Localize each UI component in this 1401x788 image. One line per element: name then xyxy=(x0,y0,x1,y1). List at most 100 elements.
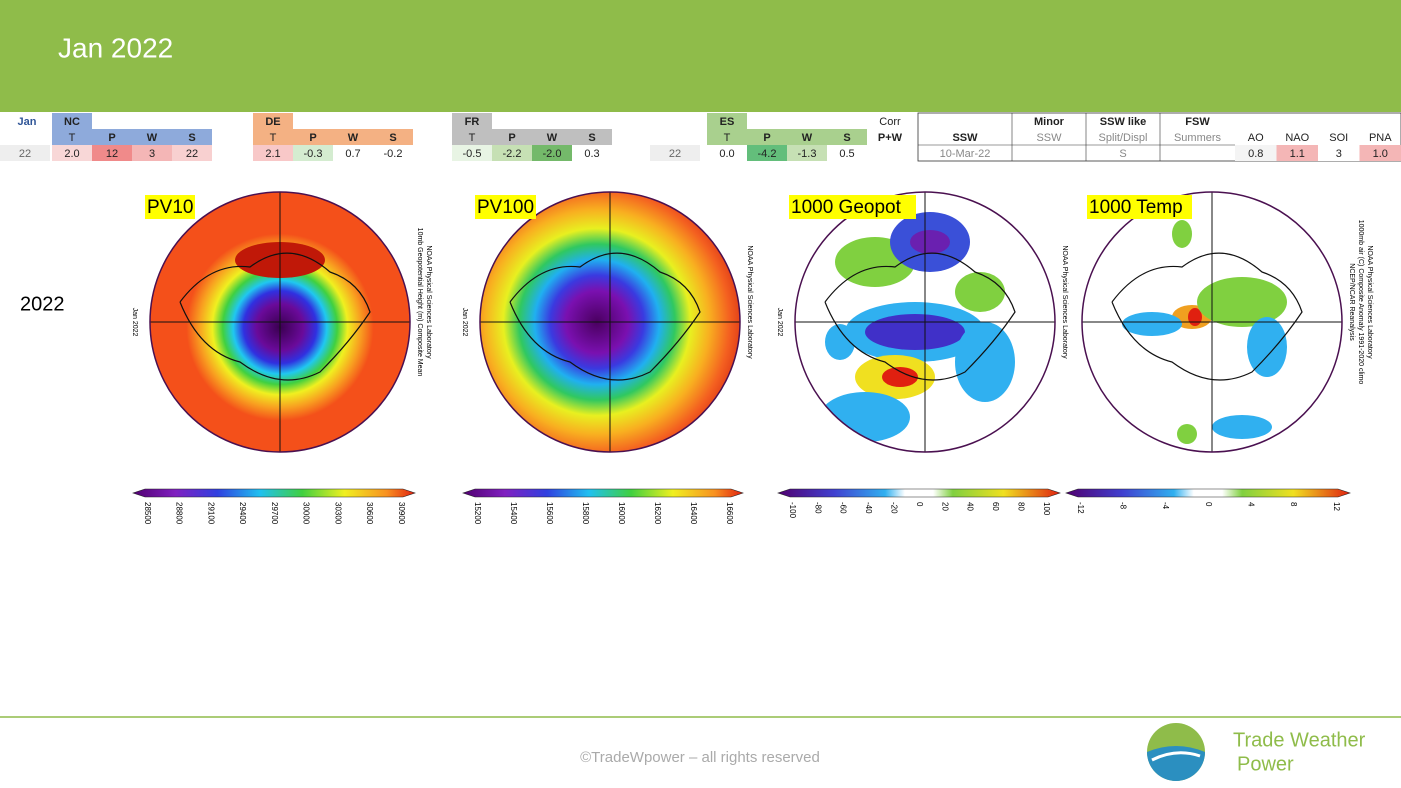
value-cell: -0.2 xyxy=(384,148,403,160)
map-shading xyxy=(1212,415,1272,439)
year-value: 22 xyxy=(19,148,31,160)
corr-label: Corr xyxy=(879,116,901,128)
map-border xyxy=(479,191,741,453)
table-cell xyxy=(172,129,212,145)
table-cell xyxy=(707,113,747,129)
table-cell xyxy=(1276,145,1318,161)
table-cell xyxy=(132,145,172,161)
polar-map xyxy=(480,192,740,452)
colorbar-tick-label: 30900 xyxy=(397,502,406,525)
column-header: W xyxy=(147,132,158,144)
index-value: 1.0 xyxy=(1373,148,1388,160)
event-box xyxy=(917,112,1401,162)
value-cell: -2.0 xyxy=(543,148,562,160)
table-cell xyxy=(333,129,373,145)
colorbar-tick-label: -60 xyxy=(839,502,848,514)
colorbar-tick-label: -40 xyxy=(864,502,873,514)
colorbar-tick-label: -12 xyxy=(1076,502,1085,514)
event-subtitle: Summers xyxy=(1174,132,1222,144)
table-cell xyxy=(492,129,532,145)
table-cell xyxy=(787,129,827,145)
colorbar-tick-label: 4 xyxy=(1247,502,1256,507)
header-bar xyxy=(0,0,1401,112)
colorbar-tick-label: 100 xyxy=(1042,502,1051,516)
table-cell xyxy=(707,145,747,161)
copyright: ©TradeWpower – all rights reserved xyxy=(580,749,820,766)
year-value: 22 xyxy=(669,148,681,160)
map-shading xyxy=(1247,317,1287,377)
coastline xyxy=(824,252,1016,381)
table-cell xyxy=(492,145,532,161)
value-cell: 2.1 xyxy=(265,148,280,160)
table-cell xyxy=(373,129,413,145)
colorbar-tick-label: 29700 xyxy=(270,502,279,525)
polar-map xyxy=(1082,192,1342,452)
colorbar xyxy=(462,488,744,498)
index-header: NAO xyxy=(1285,132,1309,144)
table-cell xyxy=(92,129,132,145)
slide-title: Jan 2022 xyxy=(58,32,173,63)
colorbar-tick-label: 60 xyxy=(991,502,1000,511)
value-cell: 0.3 xyxy=(584,148,599,160)
column-header: S xyxy=(188,132,195,144)
map-shading xyxy=(1172,220,1192,248)
table-cell xyxy=(747,145,787,161)
column-header: P xyxy=(108,132,115,144)
table-cell xyxy=(707,129,747,145)
value-cell: 3 xyxy=(149,148,155,160)
coastline xyxy=(179,252,371,381)
column-header: T xyxy=(469,132,476,144)
coastline xyxy=(509,252,701,381)
value-cell: 0.5 xyxy=(839,148,854,160)
colorbar-tick-label: 20 xyxy=(940,502,949,511)
event-title: Minor xyxy=(1034,116,1065,128)
map-border xyxy=(794,191,1056,453)
column-header: P xyxy=(508,132,515,144)
label-highlight xyxy=(789,195,916,219)
table-cell xyxy=(827,145,867,161)
side-text: NCEP/NCAR Reanalysis xyxy=(1348,263,1355,341)
table-cell xyxy=(452,145,492,161)
table-cell xyxy=(452,129,492,145)
colorbar-tick-label: -4 xyxy=(1161,502,1170,510)
index-header: SOI xyxy=(1329,132,1348,144)
map-shading xyxy=(1122,312,1182,336)
colorbar-tick-label: 28800 xyxy=(175,502,184,525)
colorbar-tick-label: 16200 xyxy=(653,502,662,525)
table-cell xyxy=(827,129,867,145)
side-text: NOAA Physical Sciences Laboratory xyxy=(1061,245,1068,359)
panel-label: 1000 Temp xyxy=(1089,197,1183,218)
index-header: PNA xyxy=(1369,132,1392,144)
column-header: S xyxy=(588,132,595,144)
brand-name: Trade Weather xyxy=(1233,729,1366,751)
colorbar-tick-label: 16000 xyxy=(617,502,626,525)
event-subtitle: SSW xyxy=(1036,132,1062,144)
panel-label: PV10 xyxy=(147,197,193,218)
region-label: FR xyxy=(465,116,480,128)
value-cell: 22 xyxy=(186,148,198,160)
event-title: SSW xyxy=(952,132,978,144)
side-text: Jan 2022 xyxy=(776,308,783,337)
colorbar-tick-label: 15600 xyxy=(545,502,554,525)
colorbar xyxy=(1065,488,1351,498)
logo xyxy=(1147,723,1205,781)
column-header: P xyxy=(309,132,316,144)
colorbar-tick-label: 0 xyxy=(915,502,924,507)
index-value: 3 xyxy=(1336,148,1342,160)
table-cell xyxy=(532,129,572,145)
colorbar-tick-label: -100 xyxy=(788,502,797,519)
event-subtitle: Split/Displ xyxy=(1099,132,1148,144)
value-cell: 12 xyxy=(106,148,118,160)
event-value: S xyxy=(1119,148,1126,160)
map-shading xyxy=(955,272,1005,312)
colorbar-tick-label: 15400 xyxy=(509,502,518,525)
table-cell xyxy=(787,145,827,161)
event-title: SSW like xyxy=(1100,116,1146,128)
region-label: NC xyxy=(64,116,80,128)
table-cell xyxy=(293,129,333,145)
index-value: 0.8 xyxy=(1248,148,1263,160)
map-shading xyxy=(1197,277,1287,327)
table-cell xyxy=(132,129,172,145)
value-cell: 2.0 xyxy=(64,148,79,160)
table-cell xyxy=(253,113,293,129)
